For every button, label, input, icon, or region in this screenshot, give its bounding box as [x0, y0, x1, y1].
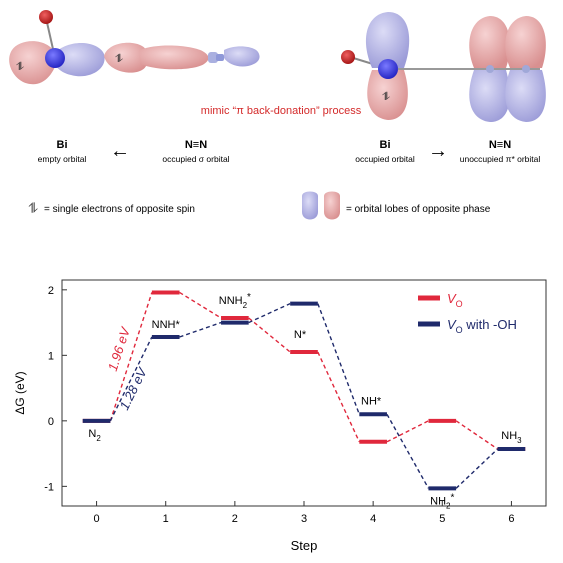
series-1-connector [317, 351, 360, 443]
left-orbital-illustration: ⥮ ⥮ [9, 10, 260, 85]
series-1-connector [109, 292, 153, 422]
n-atom [486, 65, 494, 73]
right-orbital-illustration: ⥮ [341, 12, 546, 122]
pink-lobe [367, 70, 408, 120]
right-n2-label: N≡N [489, 139, 511, 151]
free-energy-chart: -1 0 1 2 0 1 2 3 4 5 6 N2 NNH* NNH2* N* NH* NH2* NH3 1.96 … [13, 279, 547, 553]
legend-entry: VO [447, 291, 463, 309]
intermediate-label: N* [294, 329, 307, 341]
spin-arrows-icon: ⥮ [16, 61, 24, 73]
blue-lobe [224, 46, 260, 67]
pink-lobe [469, 16, 510, 68]
phase-legend-icon [302, 191, 340, 220]
left-bi-label: Bi [57, 139, 68, 151]
oxygen-atom [39, 10, 53, 24]
oxygen-atom [341, 50, 355, 64]
pink-lobe [9, 41, 58, 85]
series-1-connector [386, 420, 429, 443]
series-2-connector [109, 336, 153, 422]
x-tick-label: 0 [94, 513, 100, 525]
series-2-connector [317, 303, 360, 415]
x-tick-label: 3 [301, 513, 307, 525]
phase-legend-text: = orbital lobes of opposite phase [346, 204, 491, 215]
intermediate-label: NH2* [430, 492, 454, 510]
n-atom [522, 65, 530, 73]
bi-atom [45, 48, 65, 68]
right-bi-sub: occupied orbital [355, 154, 415, 164]
n-atom [208, 52, 218, 63]
legend-entry: VO with -OH [447, 317, 517, 335]
series-1-connector [179, 291, 222, 319]
orbital-scheme: ⥮ ⥮ ⥮ mimic “π back-donation” process Bi… [9, 10, 546, 220]
blue-lobe [52, 43, 105, 77]
pink-lobe [104, 42, 148, 73]
intermediate-label: NNH* [152, 319, 181, 331]
pink-lobe [140, 45, 209, 70]
series-2-connector [386, 413, 430, 489]
x-tick-label: 4 [370, 513, 376, 525]
series-2-connector [179, 321, 222, 338]
blue-lobe [505, 70, 546, 122]
x-tick-label: 1 [163, 513, 169, 525]
bi-atom [378, 59, 398, 79]
right-bi-label: Bi [380, 139, 391, 151]
right-arrow-icon: → [428, 140, 448, 162]
right-n2-sub: unoccupied π* orbital [460, 154, 541, 164]
barrier-annotation: 1.96 eV [105, 324, 133, 373]
x-tick-label: 5 [439, 513, 445, 525]
spin-legend-text: = single electrons of opposite spin [44, 204, 195, 215]
x-tick-label: 6 [508, 513, 514, 525]
y-axis-label: ΔG (eV) [13, 371, 27, 414]
y-tick-label: 2 [48, 285, 54, 297]
left-arrow-icon: ← [110, 140, 130, 162]
pink-lobe [505, 16, 546, 68]
intermediate-label: NH3 [501, 430, 522, 445]
intermediate-label: NH* [361, 395, 382, 407]
intermediate-label: N2 [88, 428, 101, 443]
x-axis-label: Step [291, 538, 318, 553]
spin-arrows-icon: ⥮ [382, 91, 390, 103]
intermediate-label: NNH2* [219, 292, 251, 310]
x-tick-label: 2 [232, 513, 238, 525]
left-n2-sub: occupied σ orbital [162, 154, 229, 164]
series-1-connector [455, 420, 498, 450]
scheme-caption: mimic “π back-donation” process [201, 105, 362, 117]
blue-lobe [469, 70, 510, 122]
series-2-connector [248, 302, 291, 324]
y-tick-label: -1 [44, 481, 54, 493]
spin-arrows-icon: ⥮ [115, 53, 123, 65]
series-2-connector [455, 448, 499, 489]
left-bi-sub: empty orbital [38, 154, 87, 164]
y-tick-label: 1 [48, 350, 54, 362]
series-1-connector [248, 317, 291, 353]
n-atom [216, 54, 224, 61]
barrier-annotation: 1.28 eV [116, 364, 150, 412]
spin-legend-icon: ⥮ [28, 200, 38, 216]
left-n2-label: N≡N [185, 139, 207, 151]
blue-lobe [365, 12, 410, 68]
y-tick-label: 0 [48, 416, 54, 428]
